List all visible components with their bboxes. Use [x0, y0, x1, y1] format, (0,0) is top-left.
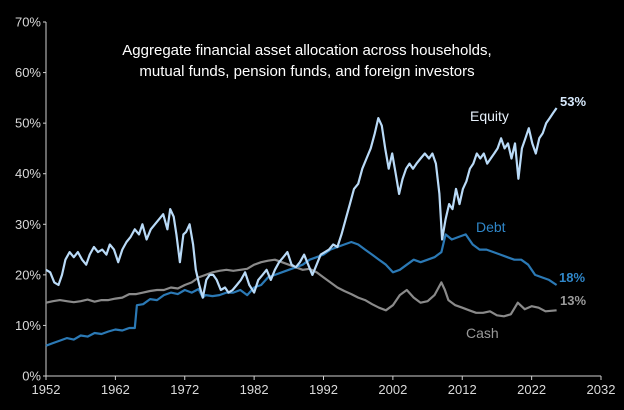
x-tick-label: 1962 — [101, 382, 130, 397]
series-lines — [45, 107, 558, 347]
cash-series-line — [45, 258, 557, 318]
y-axis-ticks: 0% 10% 20% 30% 40% 50% 60% 70% — [15, 15, 46, 384]
y-tick-label: 0% — [22, 369, 41, 384]
y-tick-label: 20% — [15, 267, 41, 282]
y-tick-label: 10% — [15, 318, 41, 333]
debt-end-label: 18% — [559, 270, 585, 285]
equity-series-line — [45, 107, 558, 299]
debt-series-label: Debt — [476, 219, 506, 235]
equity-series-label: Equity — [470, 108, 509, 124]
x-tick-label: 2022 — [517, 382, 546, 397]
x-tick-label: 2032 — [587, 382, 616, 397]
y-tick-label: 50% — [15, 116, 41, 131]
chart-title-line-1: Aggregate financial asset allocation acr… — [122, 42, 491, 59]
y-tick-label: 70% — [15, 15, 41, 30]
x-tick-label: 2002 — [378, 382, 407, 397]
x-tick-label: 2012 — [448, 382, 477, 397]
x-tick-label: 1982 — [240, 382, 269, 397]
equity-end-label: 53% — [560, 94, 586, 109]
cash-end-label: 13% — [560, 293, 586, 308]
x-tick-label: 1972 — [170, 382, 199, 397]
x-tick-label: 1992 — [309, 382, 338, 397]
y-tick-label: 40% — [15, 166, 41, 181]
x-axis-ticks: 1952 1962 1972 1982 1992 2002 2012 2022 2032 — [32, 376, 616, 397]
y-tick-label: 30% — [15, 217, 41, 232]
chart-title-line-2: mutual funds, pension funds, and foreign… — [139, 63, 474, 80]
y-tick-label: 60% — [15, 65, 41, 80]
cash-series-label: Cash — [466, 325, 499, 341]
x-tick-label: 1952 — [32, 382, 61, 397]
